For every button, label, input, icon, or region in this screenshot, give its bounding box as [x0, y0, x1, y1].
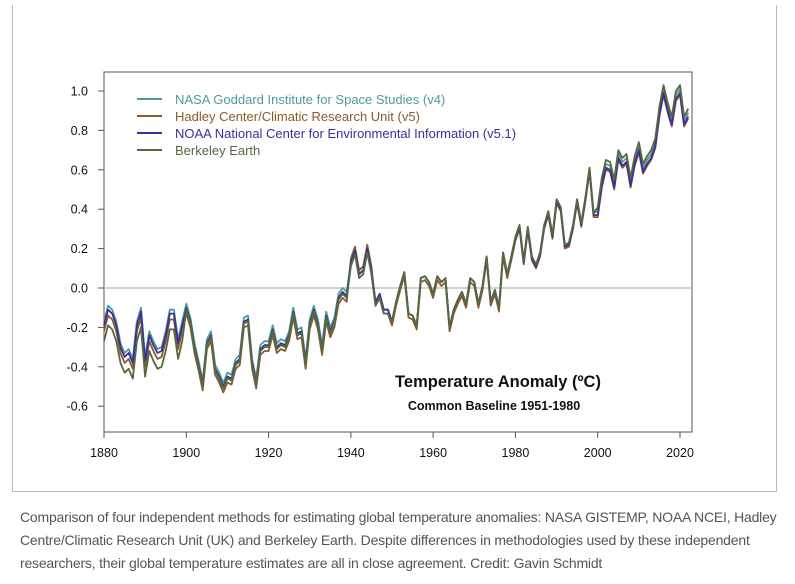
chart-subtitle: Common Baseline 1951-1980 [408, 399, 580, 413]
plot-frame [103, 71, 693, 433]
x-tick-label: 1940 [337, 446, 365, 460]
figure-caption: Comparison of four independent methods f… [20, 509, 777, 571]
legend-label: Berkeley Earth [175, 143, 260, 158]
series-line-3 [103, 84, 689, 390]
x-tick-label: 1920 [255, 446, 283, 460]
y-tick-label: 1.0 [71, 85, 88, 99]
chart-title: Temperature Anomaly (ºC) [395, 373, 601, 391]
y-tick-label: 0.2 [71, 242, 88, 256]
temperature-anomaly-chart: 1880 1900 1920 1940 1960 1980 2000 2020 1.0 0.8 0.… [66, 71, 694, 460]
x-tick-label: 2000 [584, 446, 612, 460]
figure-frame [12, 5, 777, 492]
y-tick-label: 0.8 [71, 124, 88, 138]
x-tick-label: 1960 [419, 446, 447, 460]
legend-label: NASA Goddard Institute for Space Studies… [175, 92, 445, 107]
y-tick-label: -0.4 [66, 360, 88, 374]
legend-item: NASA Goddard Institute for Space Studies… [137, 92, 445, 107]
legend-item: Berkeley Earth [137, 143, 260, 158]
y-tick-label: -0.2 [66, 321, 88, 335]
x-tick-label: 1880 [90, 446, 118, 460]
x-tick-label: 2020 [666, 446, 694, 460]
legend-label: Hadley Center/Climatic Research Unit (v5… [175, 109, 420, 124]
x-tick-label: 1900 [172, 446, 200, 460]
y-tick-label: 0.0 [71, 282, 88, 296]
y-tick-label: -0.6 [66, 400, 88, 414]
legend-label: NOAA National Center for Environmental I… [175, 126, 516, 141]
y-tick-label: 0.4 [71, 203, 88, 217]
legend-item: Hadley Center/Climatic Research Unit (v5… [137, 109, 420, 124]
y-tick-label: 0.6 [71, 163, 88, 177]
x-tick-label: 1980 [502, 446, 530, 460]
legend-item: NOAA National Center for Environmental I… [137, 126, 516, 141]
